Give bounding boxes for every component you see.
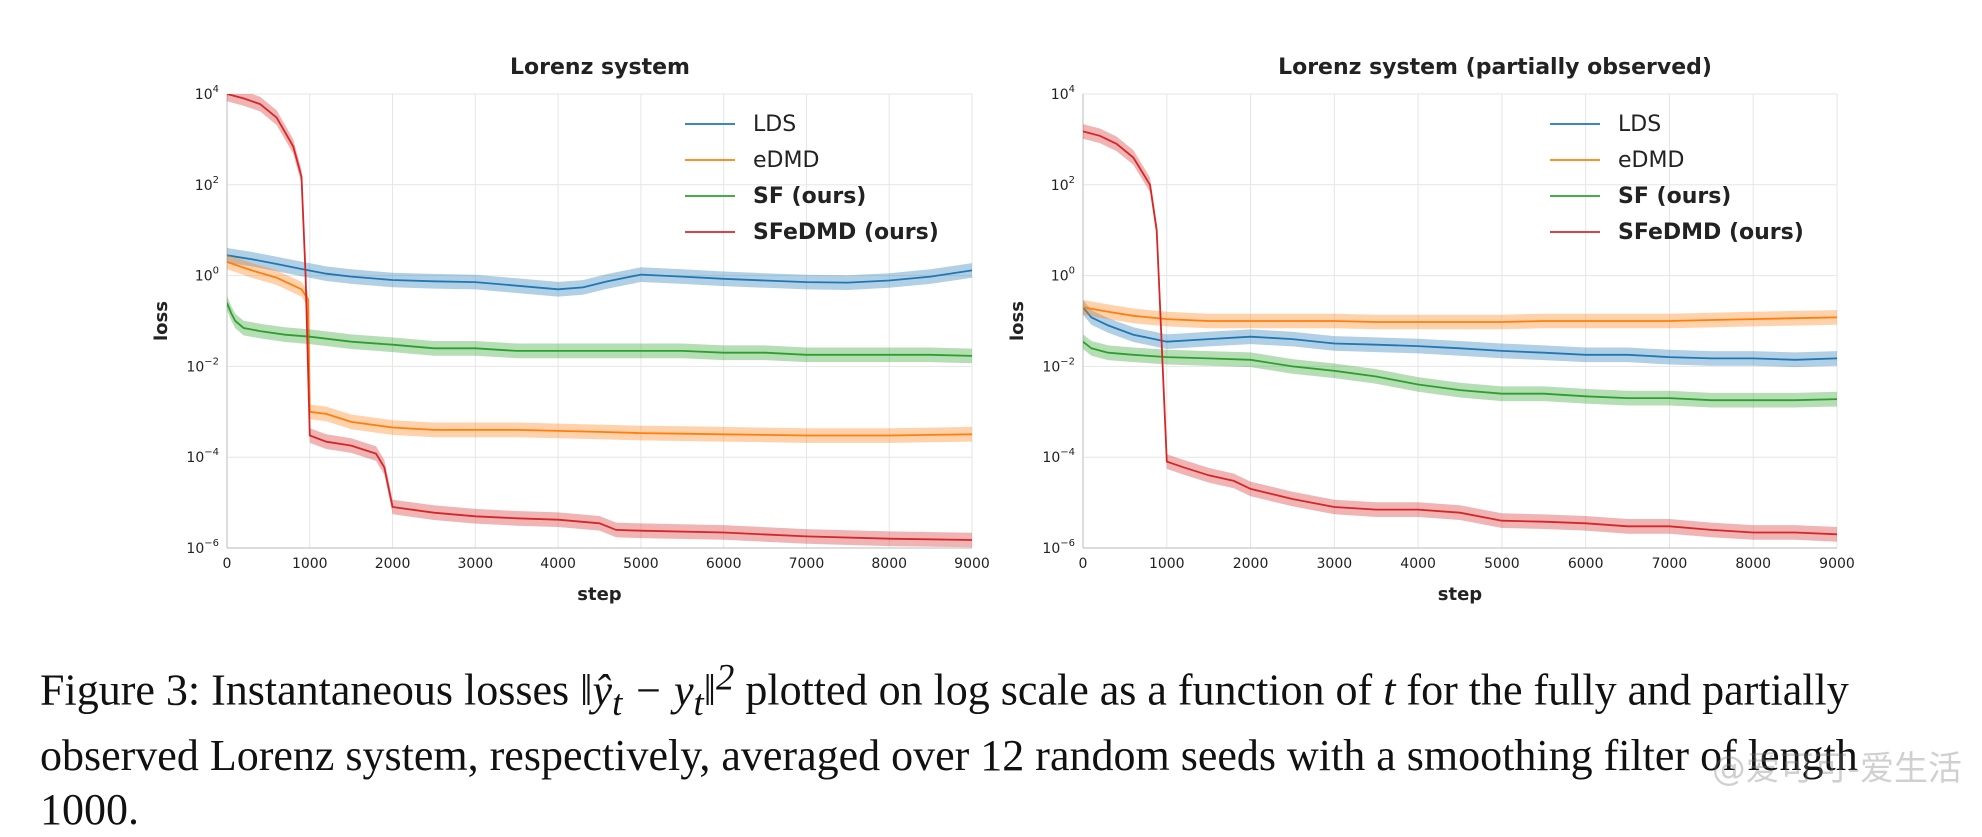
- series-line-sfedmd-ours-: [227, 94, 972, 541]
- chart-panel-2: 0 1000 2000 3000 4000 5000 6000 7000 8000 9000 10−…: [1007, 55, 1855, 605]
- series-line-sf-ours-: [1083, 340, 1837, 402]
- series-line-lds: [227, 254, 972, 291]
- legend-label: SFeDMD (ours): [753, 220, 939, 245]
- x-tick-label: 8000: [1735, 556, 1771, 572]
- chart-title: Lorenz system (partially observed): [1278, 55, 1712, 80]
- legend-label: LDS: [1618, 112, 1661, 137]
- x-tick-label: 1000: [292, 556, 328, 572]
- caption-line-2: observed Lorenz system, respectively, av…: [40, 731, 1858, 835]
- x-tick-label: 3000: [458, 556, 494, 572]
- x-tick-label: 5000: [623, 556, 659, 572]
- x-tick-label: 7000: [1652, 556, 1688, 572]
- legend: LDS eDMD SF (ours) SFeDMD (ours): [685, 112, 939, 245]
- y-tick-label: 104: [195, 84, 219, 103]
- y-tick-label: 10−4: [1042, 447, 1075, 466]
- series-line-lds: [1083, 306, 1837, 361]
- chart-title: Lorenz system: [510, 55, 690, 80]
- legend-label: LDS: [753, 112, 796, 137]
- watermark: @爱可可-爱生活: [1711, 749, 1962, 789]
- x-tick-label: 6000: [1568, 556, 1604, 572]
- x-tick-label: 4000: [1400, 556, 1436, 572]
- x-tick-label: 2000: [1233, 556, 1269, 572]
- x-tick-label: 9000: [1819, 556, 1855, 572]
- legend-label: SF (ours): [1618, 184, 1731, 209]
- y-axis-label: loss: [1007, 301, 1028, 341]
- series-line-sfedmd-ours-: [1083, 130, 1837, 536]
- legend: LDS eDMD SF (ours) SFeDMD (ours): [1550, 112, 1804, 245]
- x-tick-label: 9000: [954, 556, 990, 572]
- y-tick-label: 10−4: [186, 447, 219, 466]
- y-tick-label: 102: [1051, 175, 1075, 194]
- y-tick-label: 100: [1051, 266, 1075, 285]
- figure: 0 1000 2000 3000 4000 5000 6000 7000 8000 900010−…: [151, 55, 1855, 605]
- y-tick-label: 10−6: [186, 538, 219, 557]
- x-tick-label: 8000: [871, 556, 907, 572]
- x-tick-label: 0: [223, 556, 232, 572]
- series-band-lds: [227, 248, 972, 297]
- legend-label: SF (ours): [753, 184, 866, 209]
- y-tick-label: 10−6: [1042, 538, 1075, 557]
- y-tick-label: 100: [195, 266, 219, 285]
- x-tick-label: 3000: [1317, 556, 1353, 572]
- series-band-lds: [1083, 300, 1837, 368]
- y-axis-label: loss: [151, 301, 172, 341]
- series-line-sf-ours-: [227, 302, 972, 357]
- caption-math: ‖ŷt − yt‖2: [580, 656, 735, 723]
- x-tick-label: 2000: [375, 556, 411, 572]
- caption-line-1: Figure 3: Instantaneous losses ‖ŷt − yt‖…: [40, 656, 1849, 723]
- x-tick-label: 7000: [789, 556, 825, 572]
- y-tick-label: 104: [1051, 84, 1075, 103]
- legend-label: eDMD: [753, 148, 819, 173]
- x-tick-label: 4000: [540, 556, 576, 572]
- series-line-edmd: [1083, 306, 1837, 323]
- x-tick-label: 5000: [1484, 556, 1520, 572]
- plot-area: [227, 94, 972, 548]
- y-tick-label: 10−2: [186, 356, 219, 375]
- legend-label: eDMD: [1618, 148, 1684, 173]
- y-tick-label: 102: [195, 175, 219, 194]
- x-tick-label: 1000: [1149, 556, 1185, 572]
- chart-panel-1: 0 1000 2000 3000 4000 5000 6000 7000 8000 9000 10−…: [151, 55, 990, 605]
- series-band-edmd: [1083, 300, 1837, 330]
- legend-label: SFeDMD (ours): [1618, 220, 1804, 245]
- x-axis-label: step: [1438, 584, 1483, 605]
- y-tick-label: 10−2: [1042, 356, 1075, 375]
- x-tick-label: 0: [1079, 556, 1088, 572]
- figure-caption: Figure 3: Instantaneous losses ‖ŷt − yt‖…: [40, 650, 1950, 837]
- x-axis-label: step: [577, 584, 622, 605]
- x-tick-label: 6000: [706, 556, 742, 572]
